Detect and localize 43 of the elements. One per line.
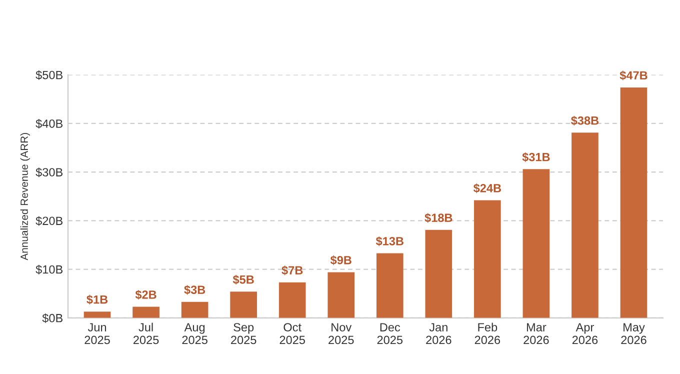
bar (425, 230, 452, 318)
bar (572, 132, 598, 318)
x-tick-label: Jan 2026 (426, 323, 452, 344)
x-tick-label: Jul 2025 (133, 322, 159, 344)
bar (181, 302, 208, 318)
data-label: $13B (376, 236, 404, 246)
data-label: $24B (473, 183, 501, 194)
bar (328, 272, 355, 318)
data-label: $47B (620, 70, 648, 80)
bar (132, 306, 160, 318)
x-tick-label: Sep 2025 (231, 323, 256, 344)
y-tick-label: $40B (36, 118, 63, 129)
bar (84, 312, 111, 318)
data-label: $31B (522, 152, 550, 162)
data-label: $7B (282, 266, 303, 276)
bar (474, 200, 501, 318)
bar (230, 292, 257, 318)
data-label: $9B (330, 255, 352, 266)
x-tick-label: Nov 2025 (328, 323, 354, 344)
bar (522, 169, 550, 318)
x-tick-label: May 2026 (621, 323, 646, 344)
data-label: $2B (135, 290, 156, 300)
data-label: $1B (86, 294, 108, 304)
y-tick-label: $0B (42, 313, 63, 323)
bar (376, 253, 404, 318)
y-tick-label: $20B (36, 216, 63, 226)
bar (620, 87, 648, 318)
x-tick-label: Apr 2026 (572, 323, 598, 344)
x-tick-label: Dec 2025 (377, 323, 403, 344)
bar (278, 282, 306, 318)
data-label: $5B (232, 274, 254, 285)
y-tick-label: $30B (36, 168, 63, 178)
x-tick-label: Jun 2025 (84, 323, 110, 344)
y-axis-title: Annualized Revenue (ARR) (20, 133, 30, 260)
x-tick-label: Oct 2025 (280, 323, 305, 344)
data-label: $3B (184, 285, 206, 295)
data-label: $38B (571, 116, 599, 126)
x-tick-label: Feb 2026 (474, 322, 500, 344)
x-tick-label: Aug 2025 (182, 323, 208, 344)
x-tick-label: Mar 2026 (524, 323, 549, 344)
data-label: $18B (424, 213, 452, 223)
y-tick-label: $10B (36, 264, 63, 274)
y-tick-label: $50B (36, 70, 63, 80)
